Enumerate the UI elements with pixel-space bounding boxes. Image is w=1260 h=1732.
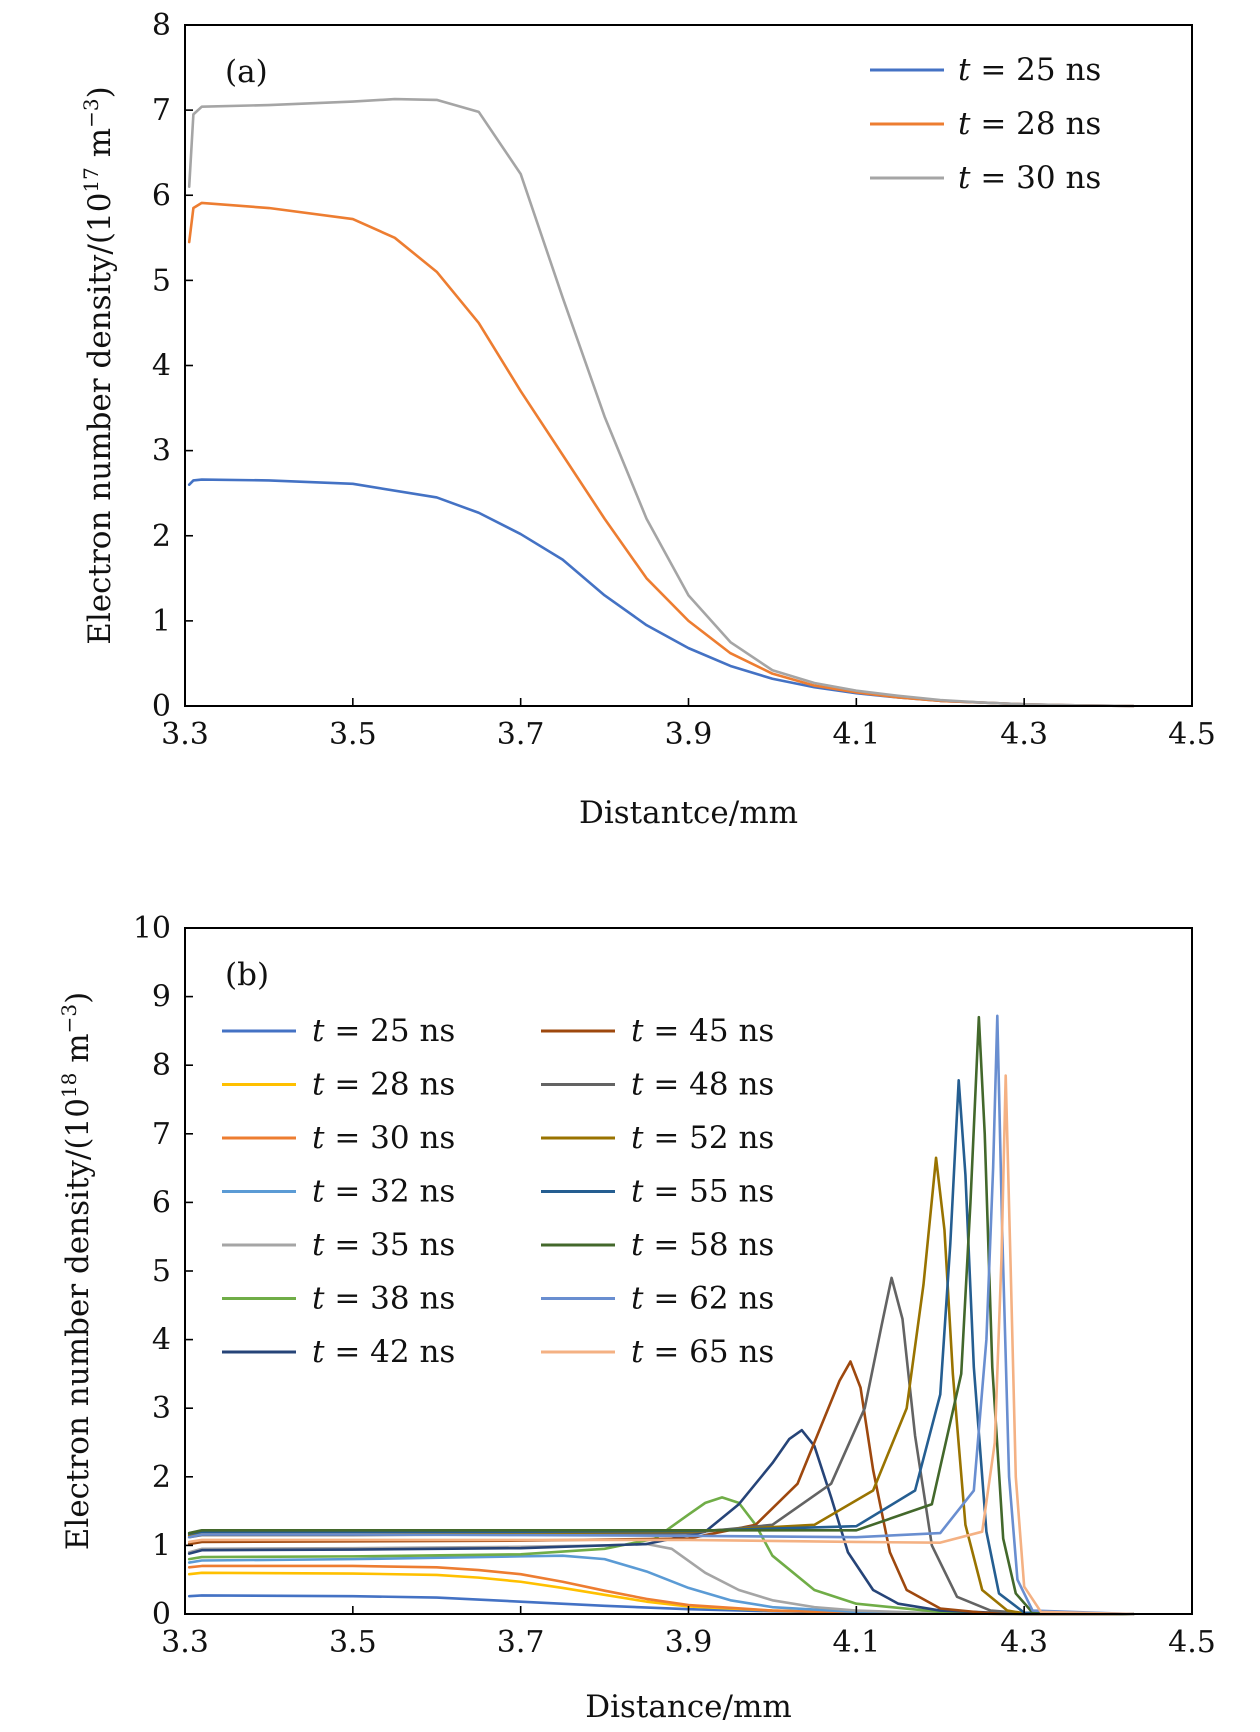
x-tick-label: 4.5 bbox=[1168, 1625, 1216, 1660]
y-tick-label: 8 bbox=[152, 8, 171, 43]
y-tick-label: 6 bbox=[152, 1185, 171, 1220]
y-tick-label: 5 bbox=[152, 263, 171, 298]
series-line-4 bbox=[187, 1554, 1135, 1616]
x-tick-label: 4.1 bbox=[832, 717, 880, 752]
panel-b-chart: 3.3 3.5 3.7 3.9 4.1 4.3 4.5 0 1 2 3 4 5 6 7 8 9 10 Distanc… bbox=[57, 911, 1216, 1725]
y-tick-label: 1 bbox=[152, 1528, 171, 1563]
y-tick-label: 3 bbox=[152, 1391, 171, 1426]
series-line-14 bbox=[187, 1074, 1135, 1616]
legend-label: t = 62 ns bbox=[631, 1281, 774, 1317]
y-tick-label: 7 bbox=[152, 1117, 171, 1152]
legend-label: t = 25 ns bbox=[958, 52, 1101, 88]
series-line-13 bbox=[187, 1014, 1135, 1616]
x-tick-label: 3.7 bbox=[497, 717, 545, 752]
series-line-2 bbox=[187, 201, 1135, 708]
legend-label: t = 35 ns bbox=[312, 1227, 455, 1263]
legend-label: t = 32 ns bbox=[312, 1174, 455, 1210]
series-line-7 bbox=[187, 1428, 1135, 1616]
x-axis-title: Distantce/mm bbox=[579, 795, 798, 831]
y-axis-title: Electron number density/(1018 m−3) bbox=[57, 992, 96, 1550]
legend-label: t = 30 ns bbox=[312, 1120, 455, 1156]
legend-label: t = 48 ns bbox=[631, 1067, 774, 1103]
panel-a-chart: 3.3 3.5 3.7 3.9 4.1 4.3 4.5 0 1 2 3 4 5 6 7 8 Distantce/… bbox=[79, 8, 1216, 831]
x-tick-label: 3.9 bbox=[665, 717, 713, 752]
x-tick-label: 4.3 bbox=[1000, 1625, 1048, 1660]
legend-label: t = 55 ns bbox=[631, 1174, 774, 1210]
y-tick-label: 9 bbox=[152, 980, 171, 1015]
y-tick-label: 4 bbox=[152, 349, 171, 384]
y-tick-label: 4 bbox=[152, 1323, 171, 1358]
series-line-11 bbox=[187, 1078, 1135, 1616]
y-tick-label: 0 bbox=[152, 1597, 171, 1632]
x-tick-label: 4.1 bbox=[832, 1625, 880, 1660]
legend-label: t = 45 ns bbox=[631, 1013, 774, 1049]
y-tick-label: 1 bbox=[152, 604, 171, 639]
x-tick-label: 3.5 bbox=[329, 1625, 377, 1660]
y-tick-label: 5 bbox=[152, 1254, 171, 1289]
legend-label: t = 25 ns bbox=[312, 1013, 455, 1049]
series-line-5 bbox=[187, 1542, 1135, 1616]
x-tick-label: 3.5 bbox=[329, 717, 377, 752]
legend-label: t = 58 ns bbox=[631, 1227, 774, 1263]
series-line-3 bbox=[187, 97, 1135, 708]
x-tick-label: 3.9 bbox=[665, 1625, 713, 1660]
y-tick-label: 0 bbox=[152, 689, 171, 724]
x-tick-label: 4.3 bbox=[1000, 717, 1048, 752]
y-tick-label: 2 bbox=[152, 1460, 171, 1495]
y-tick-label: 7 bbox=[152, 93, 171, 128]
x-tick-label: 3.7 bbox=[497, 1625, 545, 1660]
y-tick-label: 10 bbox=[133, 911, 171, 946]
legend-label: t = 52 ns bbox=[631, 1120, 774, 1156]
legend-label: t = 42 ns bbox=[312, 1334, 455, 1370]
y-tick-label: 2 bbox=[152, 519, 171, 554]
x-axis-title: Distance/mm bbox=[585, 1689, 792, 1725]
legend-label: t = 30 ns bbox=[958, 160, 1101, 196]
series-line-12 bbox=[187, 1015, 1135, 1616]
legend-label: t = 65 ns bbox=[631, 1334, 774, 1370]
x-tick-label: 4.5 bbox=[1168, 717, 1216, 752]
y-tick-label: 3 bbox=[152, 434, 171, 469]
legend-label: t = 28 ns bbox=[312, 1067, 455, 1103]
legend-label: t = 28 ns bbox=[958, 106, 1101, 142]
series-line-10 bbox=[187, 1156, 1135, 1616]
x-tick-label: 3.3 bbox=[161, 717, 209, 752]
x-tick-label: 3.3 bbox=[161, 1625, 209, 1660]
legend-label: t = 38 ns bbox=[312, 1281, 455, 1317]
y-axis-title: Electron number density/(1017 m−3) bbox=[79, 86, 118, 644]
panel-label: (b) bbox=[225, 957, 269, 993]
y-tick-label: 8 bbox=[152, 1048, 171, 1083]
series-line-6 bbox=[187, 1496, 1135, 1616]
y-tick-label: 6 bbox=[152, 178, 171, 213]
panel-label: (a) bbox=[225, 54, 268, 90]
